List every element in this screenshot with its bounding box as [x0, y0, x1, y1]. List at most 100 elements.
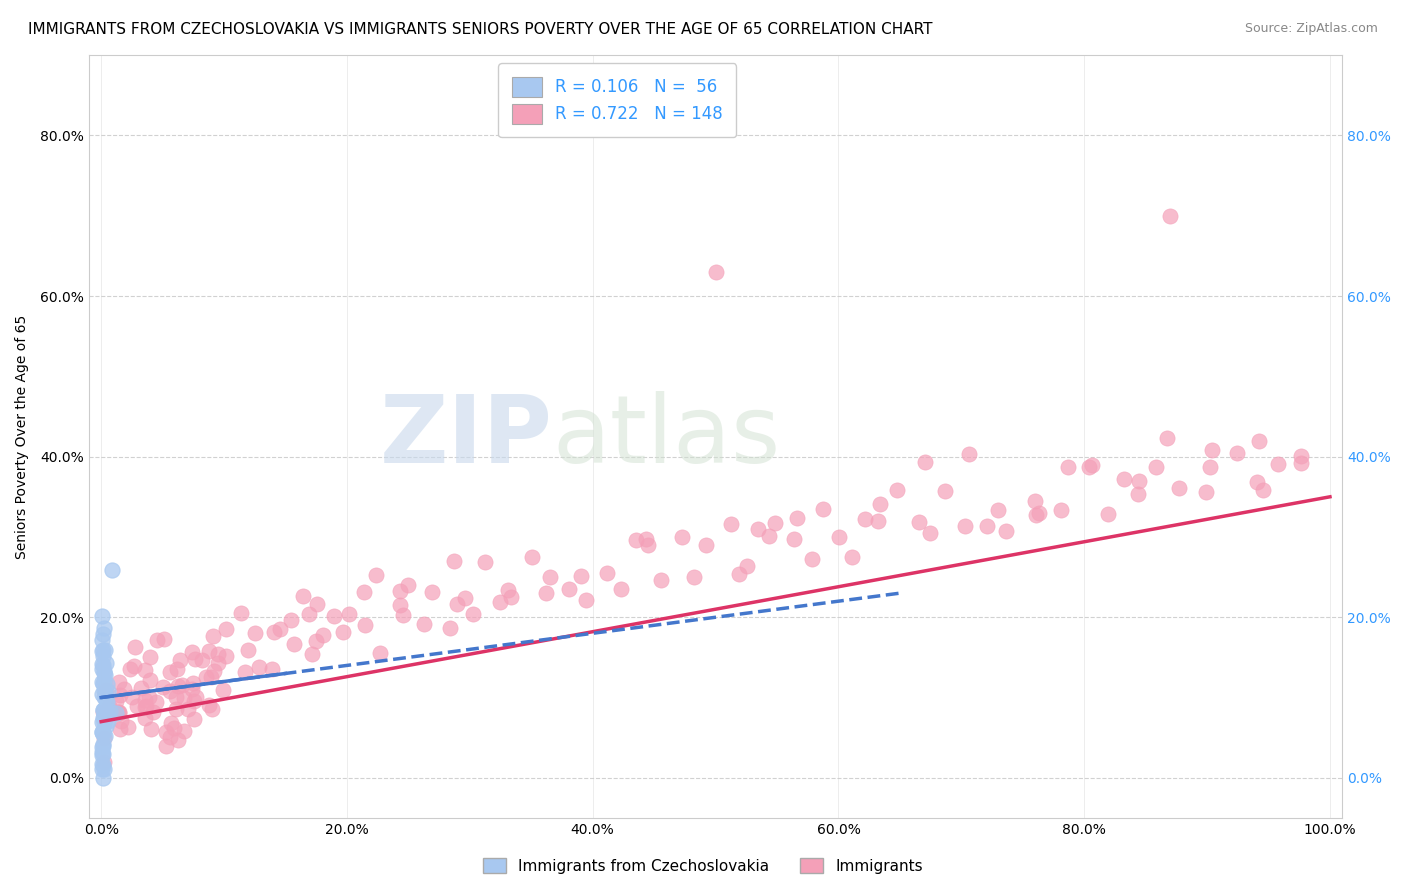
Point — [704, 265, 727, 279]
Point — [181, 682, 204, 697]
Point — [91, 703, 114, 717]
Point — [91, 758, 114, 772]
Point — [235, 665, 257, 679]
Point — [1144, 460, 1167, 475]
Point — [212, 683, 235, 698]
Point — [181, 676, 204, 690]
Point — [108, 706, 131, 720]
Point — [117, 720, 139, 734]
Point — [94, 643, 117, 657]
Point — [97, 707, 120, 722]
Point — [1198, 460, 1220, 475]
Point — [91, 706, 114, 720]
Point — [957, 447, 980, 461]
Point — [624, 533, 647, 547]
Point — [1159, 209, 1181, 223]
Point — [392, 608, 415, 623]
Point — [183, 712, 205, 726]
Point — [1024, 494, 1046, 508]
Point — [94, 700, 117, 714]
Point — [353, 584, 375, 599]
Point — [1167, 481, 1189, 495]
Point — [337, 607, 360, 622]
Point — [93, 690, 115, 705]
Point — [1201, 443, 1223, 458]
Point — [91, 762, 114, 776]
Point — [112, 681, 135, 696]
Point — [91, 739, 114, 753]
Point — [198, 698, 221, 712]
Point — [841, 550, 863, 565]
Point — [94, 719, 117, 733]
Point — [94, 682, 117, 697]
Point — [98, 705, 121, 719]
Point — [747, 522, 769, 536]
Point — [90, 757, 112, 772]
Point — [120, 662, 142, 676]
Point — [1156, 431, 1178, 445]
Point — [97, 684, 120, 698]
Point — [420, 585, 443, 599]
Point — [987, 503, 1010, 517]
Point — [91, 657, 114, 671]
Point — [332, 624, 354, 639]
Point — [853, 512, 876, 526]
Point — [534, 586, 557, 600]
Point — [312, 628, 335, 642]
Point — [198, 644, 221, 658]
Point — [146, 632, 169, 647]
Point — [191, 653, 214, 667]
Point — [828, 530, 851, 544]
Point — [110, 689, 132, 703]
Point — [152, 680, 174, 694]
Point — [172, 678, 194, 692]
Text: Source: ZipAtlas.com: Source: ZipAtlas.com — [1244, 22, 1378, 36]
Point — [575, 592, 598, 607]
Point — [569, 569, 592, 583]
Point — [135, 699, 157, 714]
Point — [1128, 474, 1150, 488]
Point — [501, 591, 523, 605]
Point — [107, 675, 129, 690]
Point — [93, 643, 115, 657]
Point — [139, 649, 162, 664]
Point — [200, 669, 222, 683]
Point — [439, 621, 461, 635]
Point — [155, 739, 177, 753]
Point — [1289, 456, 1312, 470]
Point — [91, 747, 114, 761]
Point — [1025, 508, 1047, 522]
Point — [124, 659, 146, 673]
Point — [105, 694, 128, 708]
Point — [1080, 458, 1102, 473]
Point — [269, 622, 291, 636]
Point — [121, 690, 143, 705]
Point — [94, 686, 117, 700]
Point — [91, 687, 114, 701]
Legend: Immigrants from Czechoslovakia, Immigrants: Immigrants from Czechoslovakia, Immigran… — [477, 852, 929, 880]
Point — [101, 562, 124, 576]
Point — [202, 664, 225, 678]
Point — [91, 747, 114, 762]
Point — [207, 648, 229, 662]
Point — [304, 634, 326, 648]
Point — [91, 649, 114, 664]
Point — [110, 714, 132, 728]
Point — [180, 645, 202, 659]
Point — [184, 652, 207, 666]
Point — [396, 578, 419, 592]
Point — [138, 690, 160, 705]
Point — [153, 632, 176, 647]
Point — [243, 625, 266, 640]
Point — [786, 511, 808, 525]
Point — [934, 483, 956, 498]
Point — [720, 516, 742, 531]
Point — [159, 730, 181, 744]
Point — [1028, 506, 1050, 520]
Point — [93, 731, 115, 745]
Point — [389, 598, 412, 612]
Point — [650, 573, 672, 587]
Point — [1289, 449, 1312, 463]
Point — [93, 627, 115, 641]
Point — [758, 529, 780, 543]
